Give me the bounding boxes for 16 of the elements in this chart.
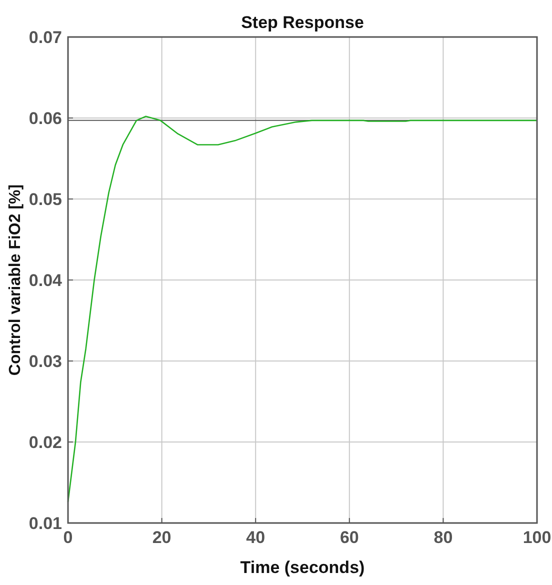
x-tick-label: 100 <box>522 528 552 547</box>
x-tick-label: 40 <box>246 528 266 547</box>
x-tick-label: 0 <box>63 528 73 547</box>
y-tick-label: 0.02 <box>28 432 62 452</box>
chart-title: Step Response <box>241 13 364 32</box>
x-axis-title: Time (seconds) <box>240 558 365 577</box>
y-tick-label: 0.03 <box>28 352 62 371</box>
y-tick-label: 0.06 <box>28 108 62 128</box>
y-tick-label: 0.05 <box>28 190 62 209</box>
x-tick-label: 20 <box>152 528 172 547</box>
y-axis-title: Control variable FiO2 [%] <box>7 184 24 376</box>
x-tick-label: 60 <box>340 528 359 547</box>
x-tick-label: 80 <box>434 528 453 547</box>
y-tick-label: 0.07 <box>28 28 62 47</box>
y-tick-label: 0.01 <box>28 514 62 533</box>
y-tick-label: 0.04 <box>28 270 63 290</box>
